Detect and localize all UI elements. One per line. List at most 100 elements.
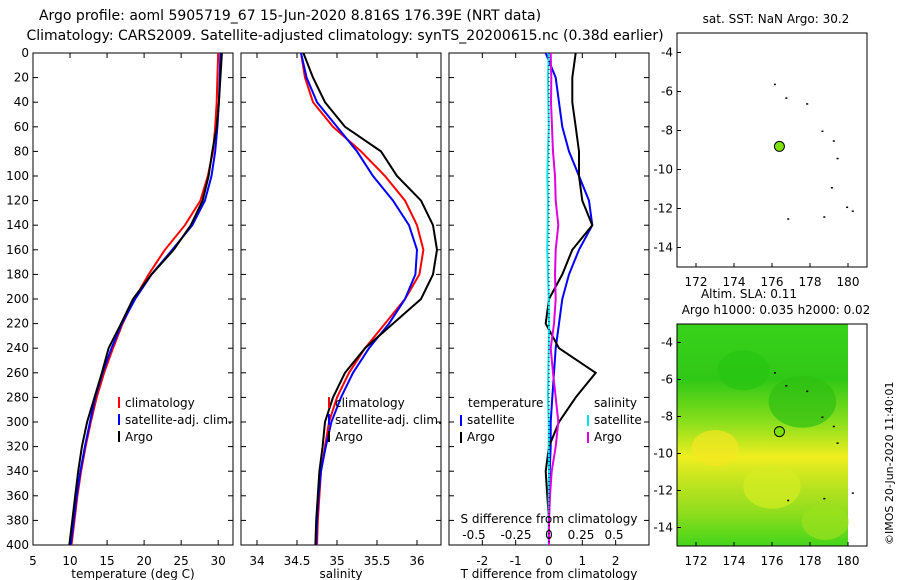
series-line-salinity-argo	[548, 52, 560, 545]
y-tick-label: -4	[661, 46, 673, 60]
argo-float-marker	[773, 140, 785, 152]
top-x-tick-label: 0	[545, 528, 553, 542]
x-tick-label: 180	[837, 275, 860, 289]
x-tick-label: 34.5	[284, 554, 311, 568]
legend-label: satellite-adj. clim.	[125, 413, 232, 427]
x-tick-label: 176	[761, 554, 784, 568]
island-mark	[830, 187, 833, 189]
argo-float-marker	[773, 426, 785, 438]
series-line-salinity-satellite	[546, 52, 551, 545]
y-tick-label: 340	[6, 464, 29, 478]
sla-map: 172 174 176 178 180 -4 -6 -8 -10 -12 -14 Altim. SLA…	[653, 287, 870, 568]
y-tick-label: 160	[6, 243, 29, 257]
y-tick-label: -14	[653, 521, 673, 535]
island-mark	[806, 103, 809, 105]
island-mark	[836, 442, 839, 444]
y-tick-label: 40	[14, 95, 29, 109]
x-tick-label: 2	[612, 554, 620, 568]
y-tick-label: 100	[6, 169, 29, 183]
legend-label: Argo	[467, 430, 495, 444]
island-mark	[806, 390, 809, 393]
island-mark	[787, 218, 790, 220]
legend-label: climatology	[335, 396, 405, 410]
x-tick-label: 15	[99, 554, 114, 568]
x-tick-label: 30	[211, 554, 226, 568]
y-tick-label: -14	[653, 241, 673, 255]
x-tick-label: 178	[799, 554, 822, 568]
island-mark	[787, 499, 790, 502]
y-tick-label: 260	[6, 366, 29, 380]
island-mark	[823, 216, 826, 218]
y-tick-label: 80	[14, 144, 29, 158]
y-tick-label: -12	[653, 484, 673, 498]
y-tick-label: 320	[6, 440, 29, 454]
y-tick-label: 300	[6, 415, 29, 429]
legend-label: climatology	[125, 396, 195, 410]
y-tick-label: -6	[661, 85, 673, 99]
sla-blotch	[743, 464, 801, 509]
legend-label: satellite	[594, 413, 642, 427]
x-tick-label: -1	[510, 554, 522, 568]
x-tick-label: 0	[545, 554, 553, 568]
y-tick-label: -6	[661, 373, 673, 387]
credit-text: ©IMOS 20-Jun-2020 11:40:01	[883, 381, 896, 545]
y-tick-label: 280	[6, 390, 29, 404]
top-x-tick-label: 0.5	[604, 528, 623, 542]
map-sst-frame	[676, 32, 868, 268]
top-x-tick-label: -0.25	[500, 528, 531, 542]
y-tick-label: 60	[14, 120, 29, 134]
legend-label: Argo	[335, 430, 363, 444]
legend-header-salinity: salinity	[594, 396, 637, 410]
y-tick-label: 360	[6, 489, 29, 503]
series-line-argo	[68, 52, 223, 546]
sla-map-title-2: Argo h1000: 0.035 h2000: 0.02	[682, 303, 871, 317]
series-line-satellite-adj-clim-	[300, 52, 419, 546]
y-tick-label: -10	[653, 447, 673, 461]
y-tick-label: 140	[6, 218, 29, 232]
sst-map: 172 174 176 178 180 -4 -6 -8 -10 -12 -14 sat. SST: …	[653, 12, 868, 289]
top-axis-label: S difference from climatology	[461, 512, 638, 526]
y-tick-label: 200	[6, 292, 29, 306]
sla-blotch	[768, 375, 837, 428]
y-tick-label: 180	[6, 267, 29, 281]
series-line-temperature-satellite	[544, 52, 594, 545]
series-line-argo	[302, 52, 439, 546]
top-x-tick-label: 0.25	[568, 528, 595, 542]
x-tick-label: 174	[723, 554, 746, 568]
island-mark	[832, 140, 835, 142]
sla-map-title-1: Altim. SLA: 0.11	[701, 287, 797, 301]
y-tick-label: -8	[661, 410, 673, 424]
salinity-profile-plot: 34 34.5 35 35.5 36 salinity climatology satelli…	[240, 52, 442, 580]
x-tick-label: 180	[837, 554, 860, 568]
title-line-1: Argo profile: aoml 5905719_67 15-Jun-202…	[39, 8, 541, 24]
x-tick-label: 172	[685, 554, 708, 568]
island-mark	[773, 83, 776, 86]
y-tick-label: 120	[6, 194, 29, 208]
legend-label: satellite	[467, 413, 515, 427]
x-tick-label: 35	[329, 554, 344, 568]
y-tick-label: -8	[661, 124, 673, 138]
y-tick-label: -4	[661, 336, 673, 350]
legend-header-temperature: temperature	[468, 396, 543, 410]
x-tick-label: 1	[579, 554, 587, 568]
legend-label: Argo	[125, 430, 153, 444]
x-tick-label: 176	[761, 275, 784, 289]
x-tick-label: 35.5	[364, 554, 391, 568]
island-mark	[785, 385, 788, 387]
x-tick-label: 34	[249, 554, 264, 568]
y-tick-label: -10	[653, 163, 673, 177]
island-mark	[785, 97, 788, 99]
plot-sal-frame	[240, 52, 442, 546]
y-tick-label: -12	[653, 202, 673, 216]
x-axis-label: T difference from climatology	[460, 567, 638, 580]
island-mark	[823, 497, 826, 500]
series-line-temperature-argo	[544, 52, 598, 545]
title-line-2: Climatology: CARS2009. Satellite-adjuste…	[26, 28, 663, 44]
y-tick-label: 400	[6, 538, 29, 552]
island-mark	[846, 206, 849, 209]
legend-label: satellite-adj. clim.	[335, 413, 442, 427]
legend-label: Argo	[594, 430, 622, 444]
island-mark	[836, 157, 839, 160]
y-tick-label: 20	[14, 71, 29, 85]
